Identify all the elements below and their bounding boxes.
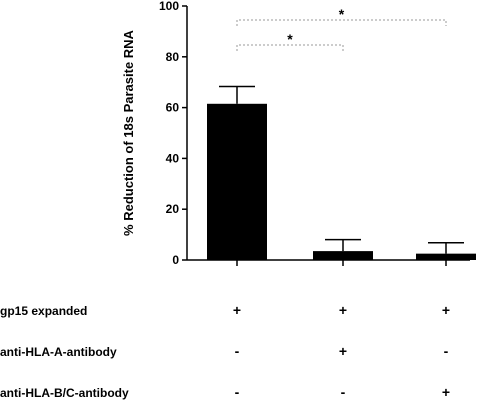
y-axis-label: % Reduction of 18s Parasite RNA [121,29,136,235]
condition-label: gp15 expanded [0,304,87,318]
condition-mark: - [341,384,346,400]
significance-star: * [339,6,345,22]
condition-mark: + [442,384,450,400]
y-ticks: 0 20 40 60 80 100 [159,0,187,267]
bar [416,253,476,260]
condition-mark: + [339,343,347,359]
condition-label: anti-HLA-B/C-antibody [0,386,129,400]
condition-table: gp15 expanded + + + anti-HLA-A-antibody - + - an… [0,302,450,400]
y-tick-label: 0 [172,253,179,267]
bar [207,103,267,260]
significance-star: * [287,31,293,47]
bars-group [207,85,476,266]
significance-group: ** [236,6,447,51]
condition-mark: - [235,384,240,400]
y-tick-label: 40 [166,151,180,165]
condition-mark: - [235,343,240,359]
y-tick-label: 60 [166,101,180,115]
y-tick-label: 80 [166,50,180,64]
condition-mark: + [442,302,450,318]
condition-mark: + [339,302,347,318]
condition-mark: + [233,302,241,318]
y-tick-label: 100 [159,0,179,13]
bar [313,251,373,260]
significance-bracket [236,19,447,26]
y-tick-label: 20 [166,202,180,216]
condition-mark: - [444,343,449,359]
condition-label: anti-HLA-A-antibody [0,345,117,359]
